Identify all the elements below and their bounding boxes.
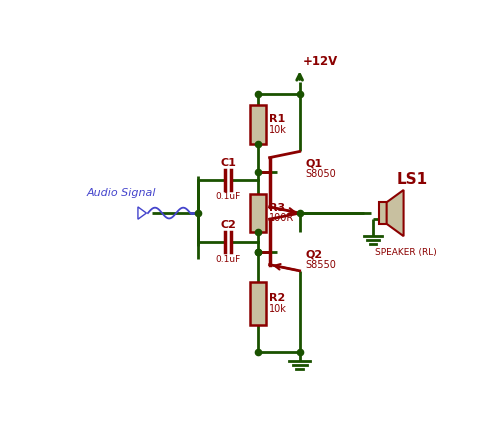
Text: LS1: LS1 [397,172,428,187]
Text: R2: R2 [269,293,285,303]
Text: SPEAKER (RL): SPEAKER (RL) [375,248,437,257]
Text: 100R: 100R [269,214,294,223]
Text: S8550: S8550 [306,261,337,270]
Bar [250,282,266,325]
Bar [379,202,387,224]
Text: 10k: 10k [269,125,287,135]
Text: R1: R1 [269,114,285,124]
Text: R3: R3 [269,203,285,213]
Text: Q2: Q2 [306,250,323,260]
Text: S8050: S8050 [306,169,337,179]
Polygon shape [387,190,404,236]
Text: Q1: Q1 [306,158,323,168]
Text: C2: C2 [220,220,236,230]
Text: +12V: +12V [303,55,338,68]
Bar [250,194,266,232]
Bar [250,105,266,144]
Text: 10k: 10k [269,304,287,314]
Text: 0.1uF: 0.1uF [215,192,241,201]
Text: C1: C1 [220,158,236,168]
Text: 0.1uF: 0.1uF [215,255,241,264]
Text: Audio Signal: Audio Signal [86,188,156,198]
